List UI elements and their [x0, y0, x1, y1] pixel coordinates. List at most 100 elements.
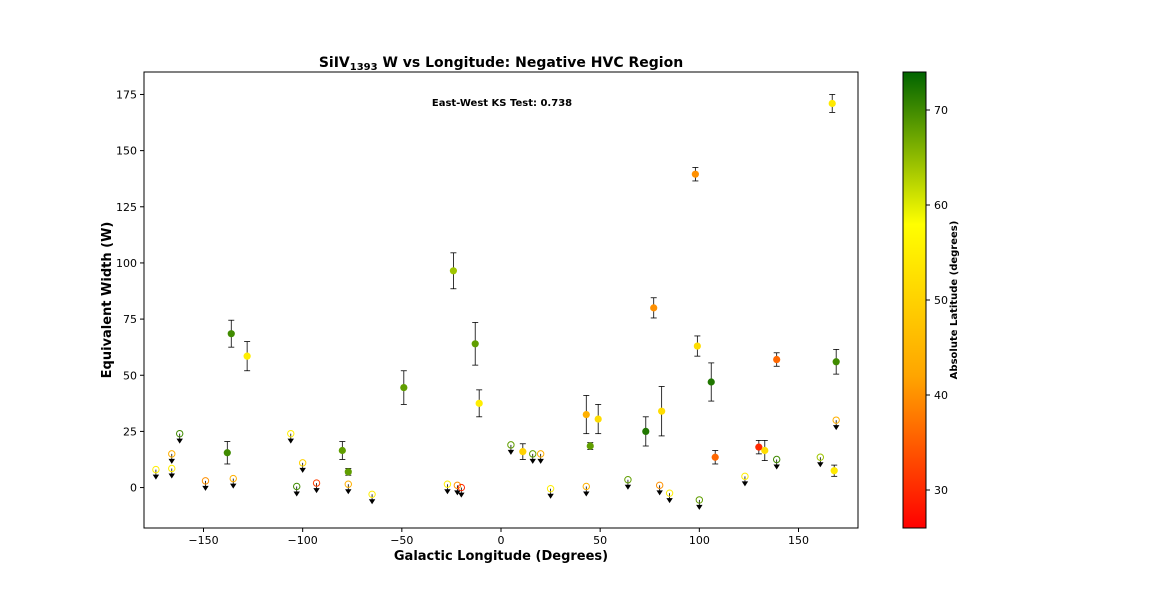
- detection-point: [449, 267, 457, 275]
- upper-limit-arrow: [696, 504, 703, 510]
- detection-point: [832, 358, 840, 366]
- upper-limit-arrow: [230, 483, 237, 489]
- upper-limit-arrow: [202, 485, 209, 491]
- detection-point: [344, 468, 352, 476]
- upper-limit-arrow: [547, 493, 554, 499]
- y-tick-label: 175: [116, 88, 137, 101]
- y-tick-label: 150: [116, 145, 137, 158]
- colorbar: [902, 71, 927, 529]
- y-tick-label: 100: [116, 257, 137, 270]
- upper-limit-point: [443, 480, 452, 488]
- colorbar-tick-label: 50: [934, 294, 948, 307]
- y-axis-label: Equivalent Width (W): [100, 222, 115, 379]
- upper-limit-point: [293, 482, 301, 491]
- upper-limit-arrow: [583, 491, 590, 497]
- upper-limit-point: [168, 450, 176, 458]
- detection-point: [693, 342, 701, 350]
- upper-limit-point: [832, 416, 840, 424]
- chart-title-subscript: 1393: [350, 62, 378, 73]
- upper-limit-point: [453, 481, 462, 490]
- upper-limit-point: [457, 483, 466, 492]
- upper-limit-point: [176, 429, 184, 438]
- upper-limit-markers: [152, 416, 840, 510]
- upper-limit-arrow: [152, 474, 160, 480]
- upper-limit-point: [546, 484, 555, 493]
- upper-limit-arrow: [773, 464, 780, 470]
- upper-limit-point: [507, 441, 515, 449]
- detection-point: [519, 448, 527, 456]
- upper-limit-arrow: [817, 462, 824, 468]
- upper-limit-arrow: [176, 438, 183, 444]
- upper-limit-point: [312, 479, 321, 487]
- detection-points: [223, 99, 840, 476]
- upper-limit-arrow: [666, 498, 673, 504]
- x-axis-label: Galactic Longitude (Degrees): [394, 549, 608, 564]
- upper-limit-point: [298, 459, 307, 467]
- colorbar-tick-label: 60: [934, 199, 948, 212]
- detection-point: [338, 446, 346, 455]
- upper-limit-point: [655, 481, 664, 490]
- upper-limit-point: [624, 476, 632, 484]
- upper-limit-point: [536, 450, 545, 458]
- upper-limit-arrow: [287, 438, 294, 444]
- detection-point: [642, 427, 650, 436]
- detection-point: [761, 446, 769, 455]
- upper-limit-arrow: [741, 481, 749, 487]
- x-axis-ticks: −150 −100 −50 0 50 100 150: [188, 528, 809, 547]
- upper-limit-point: [152, 465, 160, 474]
- colorbar-tick-label: 70: [934, 104, 948, 117]
- upper-limit-arrow: [458, 492, 465, 498]
- upper-limit-point: [168, 464, 176, 473]
- chart-title-main: SiIV: [319, 55, 350, 71]
- upper-limit-point: [695, 496, 704, 504]
- upper-limit-point: [741, 472, 749, 481]
- detection-point: [227, 330, 235, 338]
- upper-limit-point: [368, 490, 376, 499]
- chart-title-rest: W vs Longitude: Negative HVC Region: [378, 55, 684, 71]
- colorbar-tick-label: 30: [934, 484, 948, 497]
- detection-point: [400, 384, 408, 392]
- upper-limit-arrow: [624, 484, 632, 490]
- detection-point: [471, 340, 479, 348]
- x-tick-label: 150: [788, 534, 809, 547]
- detection-point: [658, 407, 666, 415]
- upper-limit-arrow: [293, 491, 300, 497]
- upper-limit-arrow: [444, 489, 451, 495]
- y-axis-ticks: 0 25 50 75 100 125 150 175: [116, 88, 144, 495]
- upper-limit-point: [772, 455, 781, 464]
- x-tick-label: −50: [390, 534, 413, 547]
- upper-limit-point: [529, 450, 537, 458]
- detection-point: [830, 467, 838, 475]
- y-tick-label: 25: [123, 425, 137, 438]
- x-tick-label: −100: [288, 534, 318, 547]
- upper-limit-point: [665, 489, 674, 497]
- y-tick-label: 125: [116, 201, 137, 214]
- upper-limit-point: [344, 480, 352, 488]
- detection-point: [223, 449, 231, 457]
- detection-point: [711, 453, 719, 461]
- upper-limit-arrow: [656, 490, 663, 496]
- upper-limit-arrow: [345, 489, 352, 495]
- upper-limit-arrow: [832, 425, 840, 431]
- upper-limit-point: [287, 429, 295, 438]
- y-tick-label: 0: [130, 482, 137, 495]
- y-tick-label: 75: [123, 313, 137, 326]
- detection-point: [650, 304, 658, 312]
- plot-area: [143, 71, 859, 529]
- error-bars: [224, 94, 840, 477]
- y-tick-label: 50: [123, 369, 137, 382]
- colorbar-label: Absolute Latitude (degrees): [949, 221, 960, 380]
- detection-point: [755, 443, 763, 451]
- x-tick-label: −150: [188, 534, 218, 547]
- detection-point: [707, 378, 715, 386]
- detection-point: [773, 355, 781, 364]
- upper-limit-arrow: [529, 458, 536, 464]
- upper-limit-arrow: [507, 449, 515, 455]
- detection-point: [582, 410, 590, 419]
- upper-limit-arrow: [368, 499, 376, 505]
- chart-title: SiIV1393 W vs Longitude: Negative HVC Re…: [319, 55, 683, 73]
- x-tick-label: 50: [593, 534, 607, 547]
- detection-point: [243, 352, 251, 360]
